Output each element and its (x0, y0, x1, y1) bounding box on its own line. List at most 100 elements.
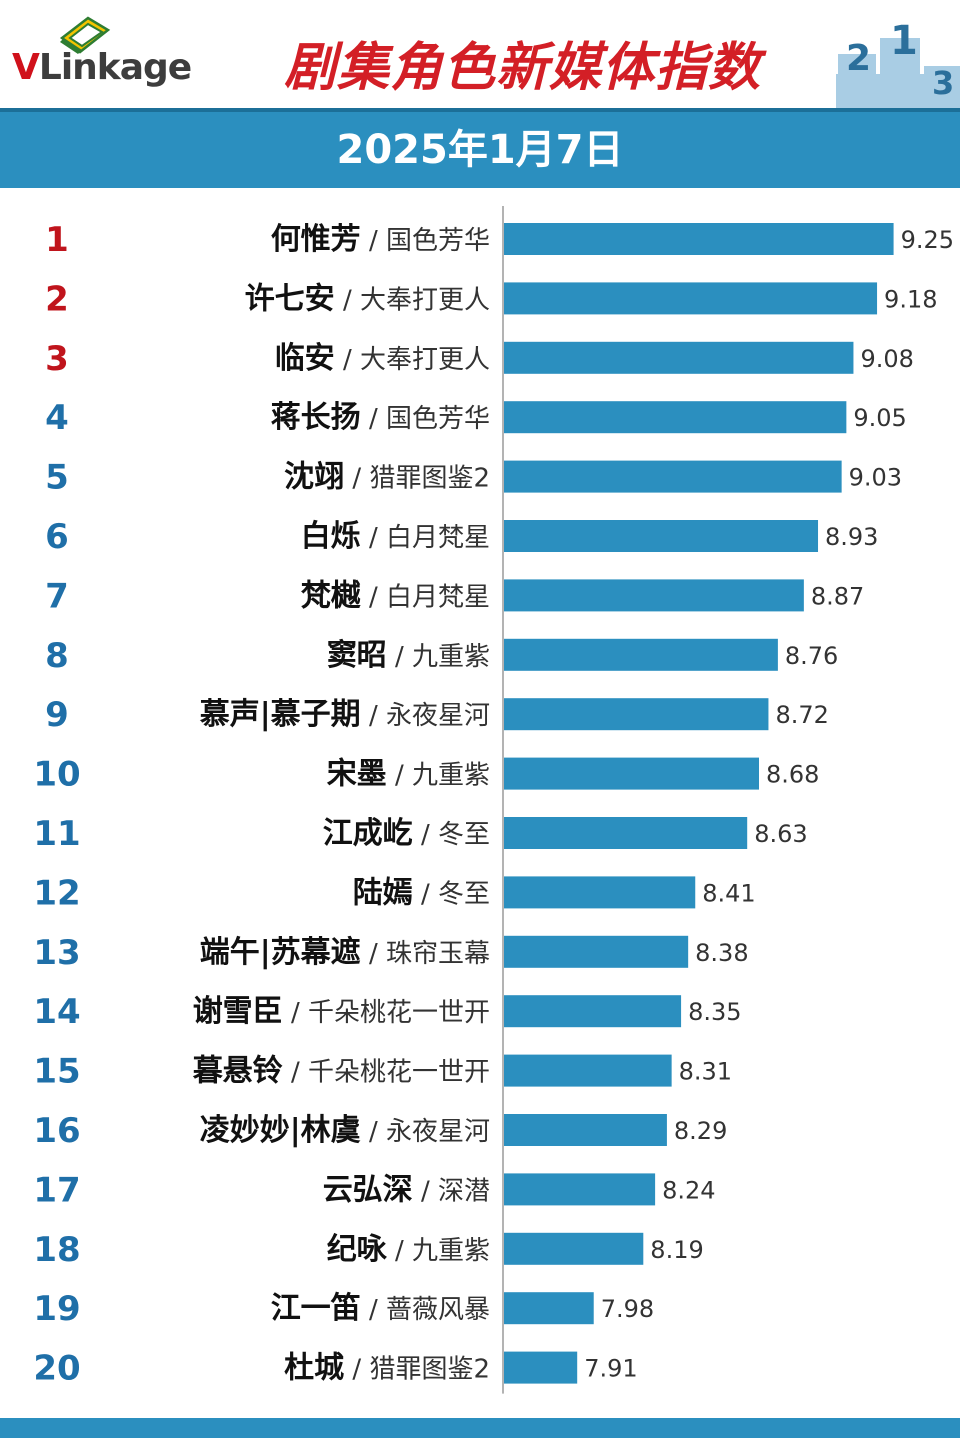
label-separator: / (283, 1058, 308, 1088)
label-separator: / (413, 879, 438, 909)
row-label: 临安 / 大奉打更人 (275, 341, 490, 376)
label-separator: / (283, 998, 308, 1028)
character-name: 梵樾 (301, 578, 362, 613)
row-label: 白烁 / 白月梵星 (301, 519, 490, 554)
show-title: 九重紫 (412, 1236, 490, 1266)
value-label: 8.19 (650, 1236, 703, 1264)
value-label: 8.68 (766, 761, 819, 789)
value-label: 8.35 (688, 998, 741, 1026)
logo-text-rest: Linkage (38, 47, 192, 88)
banner-date: 2025年1月7日 (336, 127, 624, 173)
row-label: 宋墨 / 九重紫 (327, 757, 490, 792)
character-name: 纪咏 (327, 1232, 388, 1267)
character-name: 江一笛 (271, 1291, 361, 1326)
row-label: 陆嫣 / 冬至 (353, 875, 490, 910)
show-title: 蔷薇风暴 (386, 1295, 490, 1325)
label-separator: / (413, 1176, 438, 1206)
rank-number: 5 (45, 458, 69, 498)
rank-number: 10 (33, 755, 80, 795)
label-separator: / (344, 1355, 369, 1385)
bar (504, 460, 842, 493)
bar (504, 1054, 672, 1087)
podium-number-2: 2 (846, 38, 871, 79)
show-title: 国色芳华 (386, 226, 490, 256)
value-label: 9.18 (884, 285, 937, 313)
rank-number: 14 (33, 992, 80, 1032)
label-separator: / (335, 345, 360, 375)
character-name: 许七安 (245, 281, 335, 316)
character-name: 杜城 (284, 1351, 344, 1386)
value-label: 8.41 (702, 879, 755, 907)
ranking-chart: 1 何惟芳 / 国色芳华 9.25 2 许七安 / 大奉打更人 9.18 3 临安 / 大奉打… (0, 188, 960, 1418)
row-label: 沈翊 / 猎罪图鉴2 (284, 460, 490, 495)
rank-number: 16 (33, 1111, 80, 1151)
row-label: 江成屹 / 冬至 (323, 816, 490, 851)
value-label: 8.93 (825, 523, 878, 551)
character-name: 云弘深 (323, 1172, 413, 1207)
show-title: 永夜星河 (386, 701, 490, 731)
show-title: 千朵桃花一世开 (308, 998, 490, 1028)
rank-number: 11 (33, 814, 80, 854)
label-separator: / (387, 1236, 412, 1266)
show-title: 珠帘玉幕 (386, 939, 490, 969)
row-label: 窦昭 / 九重紫 (327, 638, 490, 673)
label-separator: / (361, 939, 386, 969)
rank-number: 6 (45, 517, 69, 557)
bar (504, 520, 819, 552)
bar (504, 223, 894, 255)
character-name: 江成屹 (323, 816, 413, 851)
character-name: 凌妙妙|林虞 (200, 1113, 361, 1148)
label-separator: / (387, 642, 412, 672)
label-separator: / (361, 404, 386, 434)
value-label: 9.05 (853, 404, 906, 432)
show-title: 深潜 (438, 1176, 490, 1206)
label-separator: / (361, 226, 386, 256)
row-label: 何惟芳 / 国色芳华 (271, 222, 490, 257)
date-banner: 2025年1月7日 (0, 108, 960, 188)
value-label: 9.08 (860, 345, 913, 373)
show-title: 冬至 (438, 820, 490, 850)
row-label: 江一笛 / 蔷薇风暴 (271, 1291, 490, 1326)
row-label: 凌妙妙|林虞 / 永夜星河 (200, 1113, 490, 1148)
character-name: 临安 (275, 341, 335, 376)
rank-number: 15 (33, 1052, 80, 1092)
character-name: 沈翊 (284, 460, 344, 495)
label-separator: / (361, 1295, 386, 1325)
rank-number: 20 (33, 1349, 80, 1389)
character-name: 暮悬铃 (193, 1054, 283, 1089)
row-label: 谢雪臣 / 千朵桃花一世开 (193, 994, 490, 1029)
show-title: 大奉打更人 (360, 285, 490, 315)
row-label: 蒋长扬 / 国色芳华 (271, 400, 490, 435)
row-label: 许七安 / 大奉打更人 (245, 281, 490, 316)
value-label: 8.72 (775, 701, 828, 729)
rank-number: 3 (45, 339, 69, 379)
rank-number: 19 (33, 1289, 80, 1329)
rank-number: 17 (33, 1170, 80, 1210)
podium-number-3: 3 (932, 64, 954, 102)
show-title: 国色芳华 (386, 404, 490, 434)
row-label: 杜城 / 猎罪图鉴2 (284, 1351, 490, 1386)
bar (504, 282, 878, 315)
bar (504, 698, 769, 731)
show-title: 白月梵星 (386, 523, 490, 553)
logo-mark-icon (59, 16, 111, 54)
row-label: 暮悬铃 / 千朵桃花一世开 (193, 1054, 490, 1089)
value-label: 9.03 (849, 464, 902, 492)
value-label: 9.25 (901, 226, 954, 254)
bar (504, 1351, 578, 1384)
label-separator: / (335, 285, 360, 315)
row-label: 慕声|慕子期 / 永夜星河 (200, 697, 490, 732)
value-label: 8.31 (679, 1058, 732, 1086)
bar (504, 1114, 667, 1146)
row-label: 云弘深 / 深潜 (323, 1172, 490, 1207)
character-name: 谢雪臣 (193, 994, 283, 1029)
label-separator: / (361, 523, 386, 553)
label-separator: / (387, 761, 412, 791)
show-title: 冬至 (438, 879, 490, 909)
bar (504, 935, 689, 968)
character-name: 何惟芳 (271, 222, 361, 257)
rank-number: 8 (45, 636, 69, 676)
bar (504, 638, 778, 671)
ranking-chart-svg: 1 何惟芳 / 国色芳华 9.25 2 许七安 / 大奉打更人 9.18 3 临安 / 大奉打… (33, 206, 954, 1394)
label-separator: / (413, 820, 438, 850)
